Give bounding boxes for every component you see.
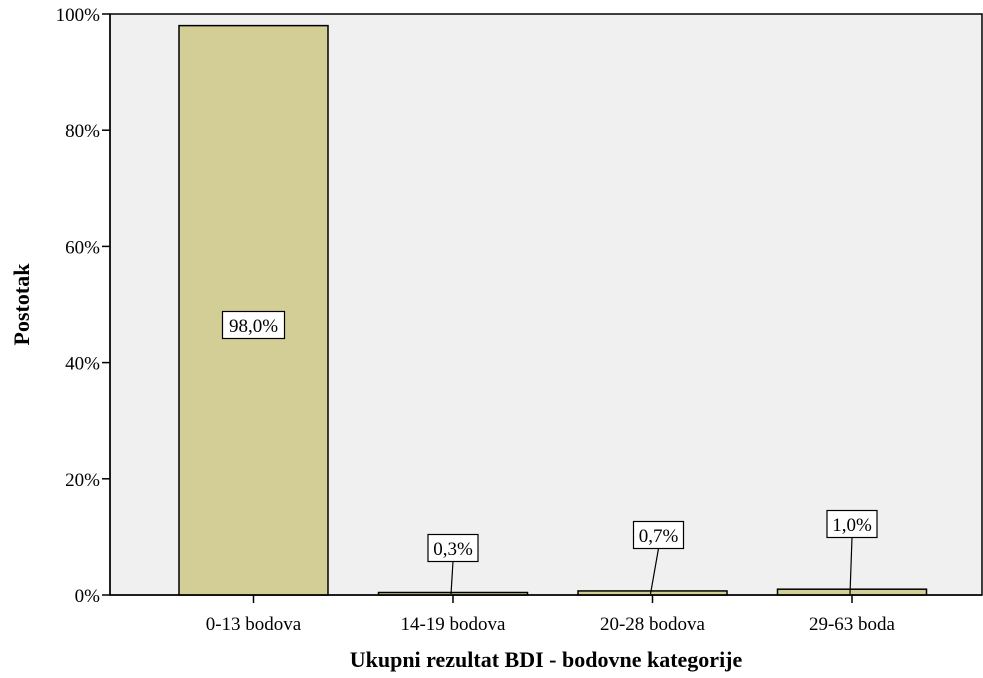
y-axis: 0% 20% 40% 60% 80% 100% — [56, 5, 111, 607]
data-label-leader — [849, 537, 853, 595]
bar — [178, 24, 329, 596]
x-axis: 0-13 bodova 14-19 bodova 20-28 bodova 29-63… — [110, 594, 982, 635]
data-label: 1,0% — [832, 515, 872, 536]
data-label: 98,0% — [229, 316, 278, 337]
data-label-box — [221, 310, 286, 340]
data-label-box — [826, 509, 878, 539]
bars-group — [178, 24, 928, 596]
data-label: 0,7% — [639, 526, 679, 547]
y-axis-title: Postotak — [9, 263, 34, 346]
x-axis-title: Ukupni rezultat BDI - bodovne kategorije — [350, 647, 743, 672]
data-label-leader — [649, 548, 660, 595]
x-tick-label: 29-63 boda — [809, 614, 896, 635]
y-tick-label: 100% — [56, 5, 101, 26]
x-tick-label: 14-19 bodova — [400, 614, 506, 635]
x-tick-label: 20-28 bodova — [600, 614, 706, 635]
y-tick-label: 80% — [65, 121, 100, 142]
bar — [776, 588, 928, 596]
x-tick-label: 0-13 bodova — [206, 614, 302, 635]
y-tick-label: 40% — [65, 354, 100, 375]
data-label: 0,3% — [433, 539, 473, 560]
y-tick-label: 60% — [65, 237, 100, 258]
data-label-box — [427, 533, 479, 563]
y-tick-label: 20% — [65, 470, 100, 491]
data-labels-group: 98,0% 0,3% 0,7% 1,0% — [221, 310, 878, 563]
data-label-box — [632, 520, 685, 550]
y-tick-label: 0% — [75, 586, 101, 607]
data-label-leaders — [450, 537, 853, 595]
data-label-leader — [450, 561, 454, 595]
